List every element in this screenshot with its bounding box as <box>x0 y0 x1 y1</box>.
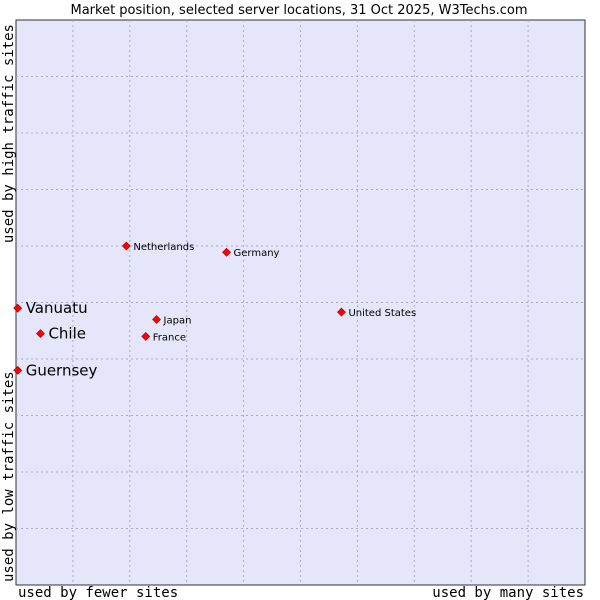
label-france: France <box>153 332 186 343</box>
x-axis-label-left: used by fewer sites <box>18 585 178 600</box>
point-france <box>141 331 151 341</box>
point-united-states <box>337 307 346 317</box>
point-germany <box>222 247 231 257</box>
label-guernsey: Guernsey <box>26 361 98 379</box>
point-labels: Vanuatu Chile Guernsey Netherlands Germany Ja… <box>26 242 416 379</box>
label-netherlands: Netherlands <box>133 242 194 253</box>
x-axis-label-right: used by many sites <box>432 585 584 600</box>
point-japan <box>152 315 161 324</box>
label-united-states: United States <box>348 308 416 319</box>
point-chile <box>36 329 45 338</box>
point-vanuatu <box>13 303 23 313</box>
label-japan: Japan <box>163 315 192 326</box>
y-axis-label-top: used by high traffic sites <box>1 24 17 243</box>
label-germany: Germany <box>234 248 280 259</box>
label-vanuatu: Vanuatu <box>26 299 88 317</box>
grid-lines <box>16 20 585 585</box>
y-axis-label-bottom: used by low traffic sites <box>1 371 17 582</box>
chart-title: Market position, selected server locatio… <box>70 3 527 18</box>
point-netherlands <box>121 241 131 251</box>
data-points <box>13 241 346 375</box>
point-guernsey <box>13 365 23 375</box>
label-chile: Chile <box>48 325 86 343</box>
